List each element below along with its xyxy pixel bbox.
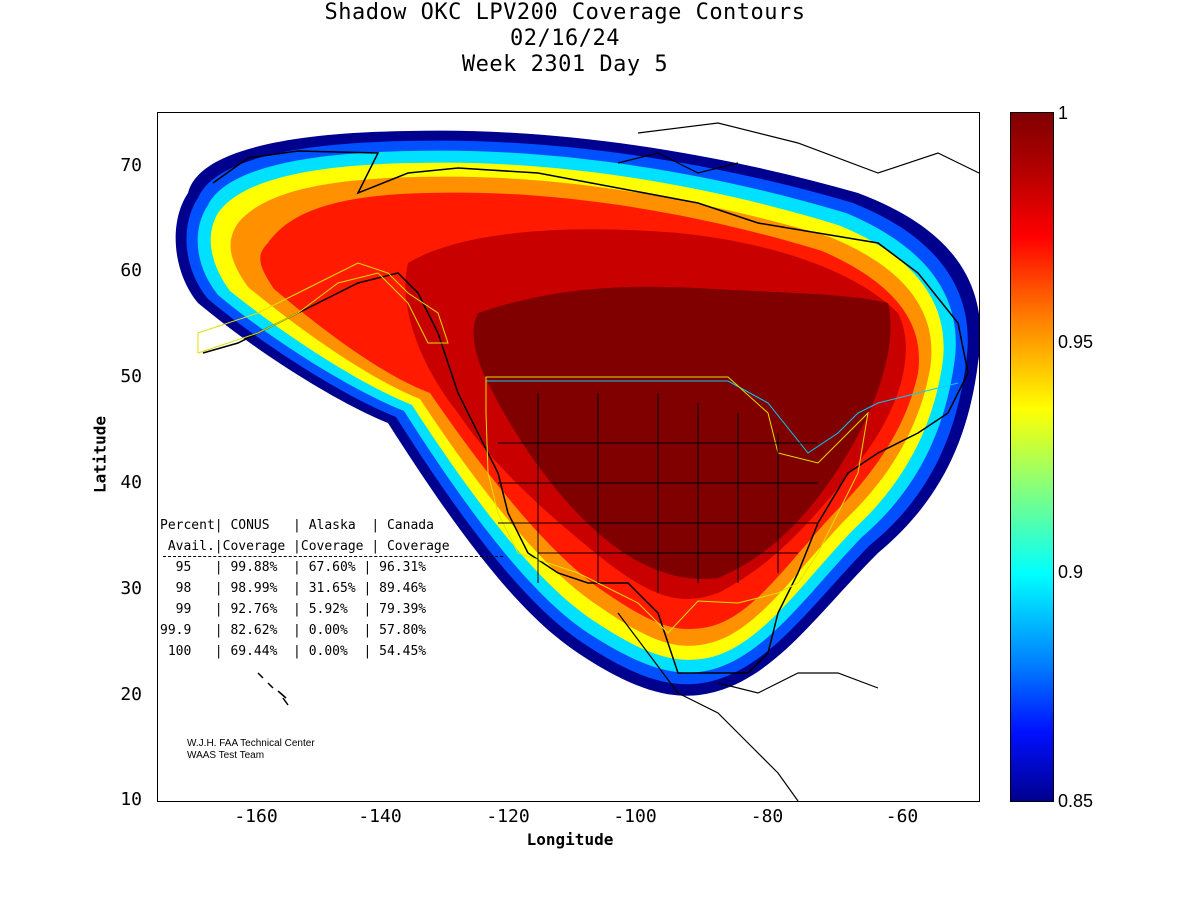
colorbar-tick-label: 0.85 bbox=[1058, 791, 1094, 811]
map-plot-area bbox=[157, 112, 980, 802]
coverage-contour-map bbox=[175, 122, 979, 801]
y-tick-label: 40 bbox=[120, 472, 142, 493]
stats-table-row: 95 | 99.88% | 67.60% | 96.31% bbox=[160, 560, 427, 575]
hawaii-islands bbox=[257, 672, 289, 706]
stats-table-header: Percent| CONUS | Alaska | Canada bbox=[160, 518, 434, 533]
stats-table-row: 99.9 | 82.62% | 0.00% | 57.80% bbox=[160, 623, 427, 638]
y-tick-label: 20 bbox=[120, 684, 142, 705]
state-lines bbox=[498, 393, 818, 593]
colorbar-tick-label: 0.9 bbox=[1058, 562, 1084, 582]
y-tick-label: 30 bbox=[120, 578, 142, 599]
x-tick-label: -60 bbox=[885, 806, 919, 827]
stats-table-row: 100 | 69.44% | 0.00% | 54.45% bbox=[160, 644, 427, 659]
alaska-boundary bbox=[197, 262, 449, 354]
stats-table-row: 99 | 92.76% | 5.92% | 79.39% bbox=[160, 602, 427, 617]
x-tick-label: -140 bbox=[358, 806, 402, 827]
x-tick-label: -100 bbox=[613, 806, 657, 827]
conus-boundary bbox=[485, 376, 869, 634]
colorbar bbox=[1010, 112, 1054, 802]
colorbar-tick-label: 0.95 bbox=[1058, 332, 1094, 352]
y-tick-label: 60 bbox=[120, 260, 142, 281]
credit-line: WAAS Test Team bbox=[187, 750, 265, 761]
x-axis-label: Longitude bbox=[526, 830, 614, 849]
y-tick-label: 70 bbox=[120, 155, 142, 176]
y-axis-label: Latitude bbox=[90, 415, 110, 494]
x-tick-label: -80 bbox=[750, 806, 784, 827]
stats-table-separator bbox=[163, 556, 503, 557]
colorbar-tick-label: 1 bbox=[1058, 103, 1069, 123]
greenland-coast bbox=[617, 122, 979, 174]
map-title: Shadow OKC LPV200 Coverage Contours bbox=[324, 0, 806, 25]
credit-line: W.J.H. FAA Technical Center bbox=[187, 738, 315, 749]
map-week-day: Week 2301 Day 5 bbox=[461, 52, 669, 77]
stats-table-row: 98 | 98.99% | 31.65% | 89.46% bbox=[160, 581, 427, 596]
contour-1.0 bbox=[473, 286, 891, 579]
map-date: 02/16/24 bbox=[510, 26, 620, 51]
y-tick-label: 50 bbox=[120, 366, 142, 387]
x-tick-label: -120 bbox=[486, 806, 530, 827]
central-america-coast bbox=[617, 612, 879, 801]
stats-table-header: Avail.|Coverage |Coverage | Coverage bbox=[160, 539, 450, 554]
y-tick-label: 10 bbox=[120, 789, 142, 810]
x-tick-label: -160 bbox=[234, 806, 278, 827]
